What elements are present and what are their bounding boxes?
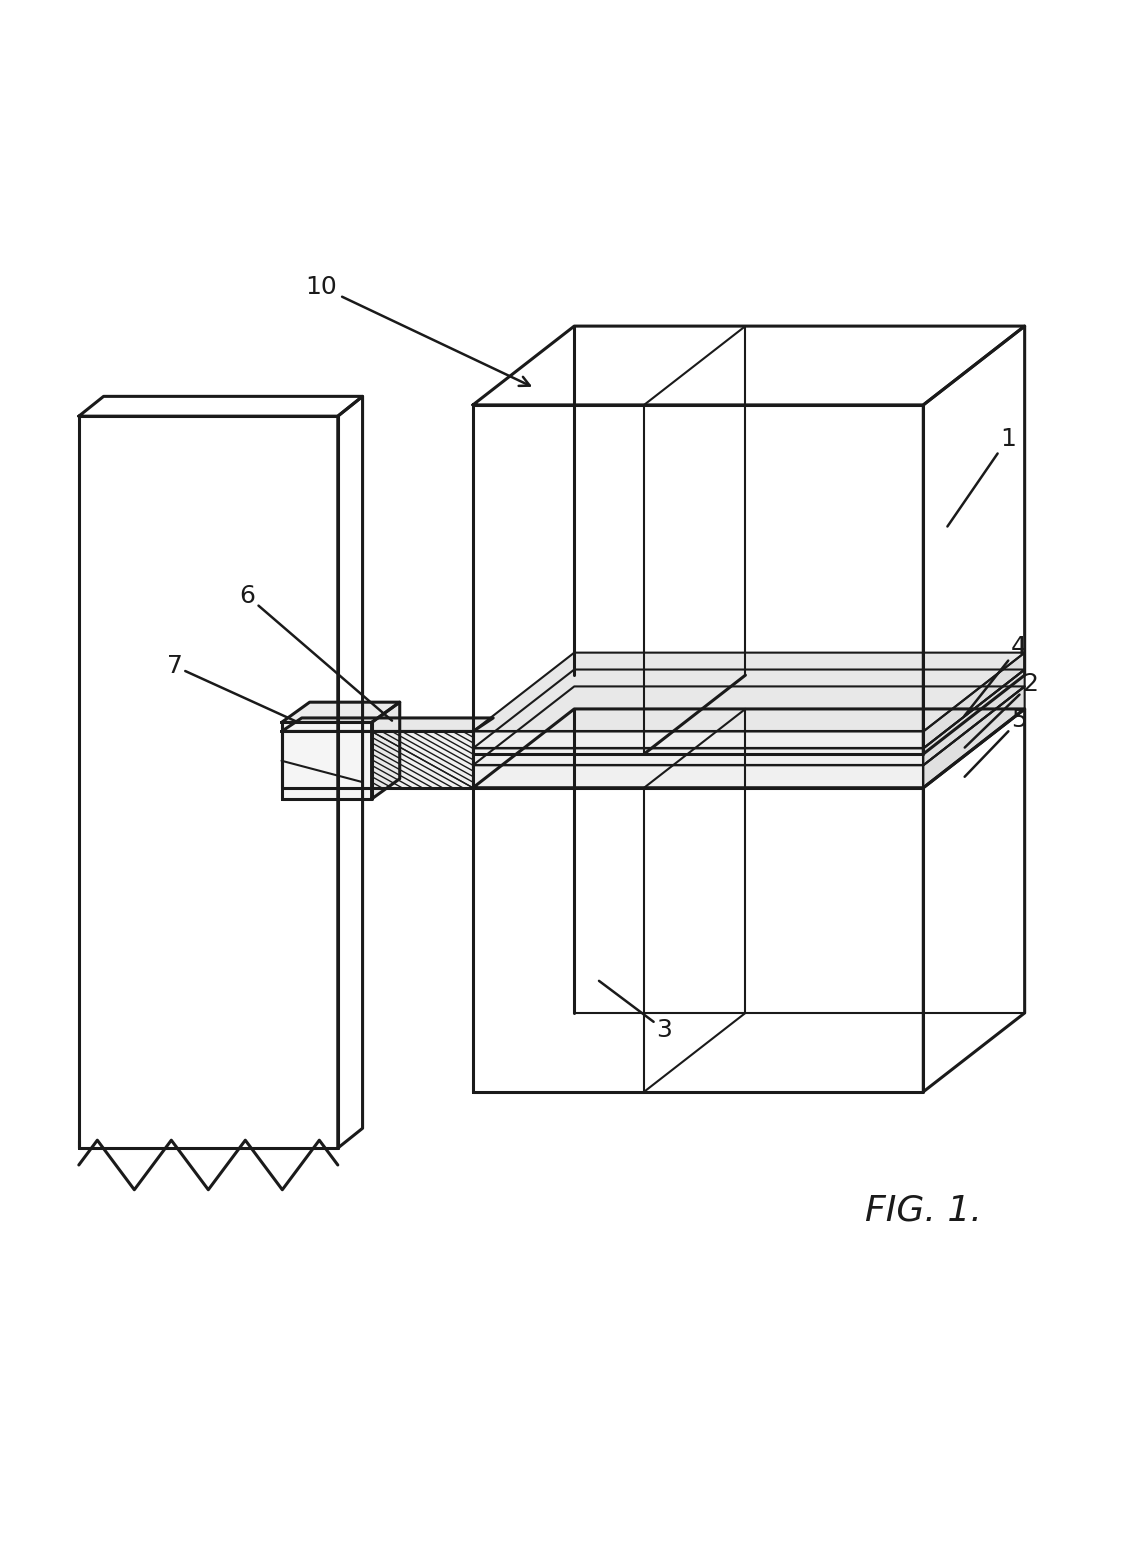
Polygon shape — [282, 722, 372, 800]
Polygon shape — [473, 749, 923, 766]
Text: 4: 4 — [965, 635, 1027, 716]
Polygon shape — [372, 702, 400, 800]
Polygon shape — [473, 731, 923, 749]
Polygon shape — [282, 717, 493, 731]
Text: FIG. 1.: FIG. 1. — [865, 1193, 982, 1227]
Text: 3: 3 — [599, 981, 672, 1042]
Text: 1: 1 — [947, 427, 1016, 526]
Polygon shape — [923, 652, 1025, 749]
Polygon shape — [473, 669, 1025, 749]
Text: 2: 2 — [965, 672, 1038, 747]
Polygon shape — [923, 669, 1025, 766]
Text: 5: 5 — [965, 708, 1027, 776]
Polygon shape — [473, 652, 1025, 731]
Text: 10: 10 — [305, 275, 530, 385]
Polygon shape — [473, 686, 1025, 766]
Polygon shape — [282, 702, 400, 722]
Text: 6: 6 — [240, 584, 392, 721]
Polygon shape — [282, 731, 473, 787]
Text: 7: 7 — [167, 654, 296, 721]
Polygon shape — [923, 686, 1025, 787]
Polygon shape — [473, 766, 923, 787]
